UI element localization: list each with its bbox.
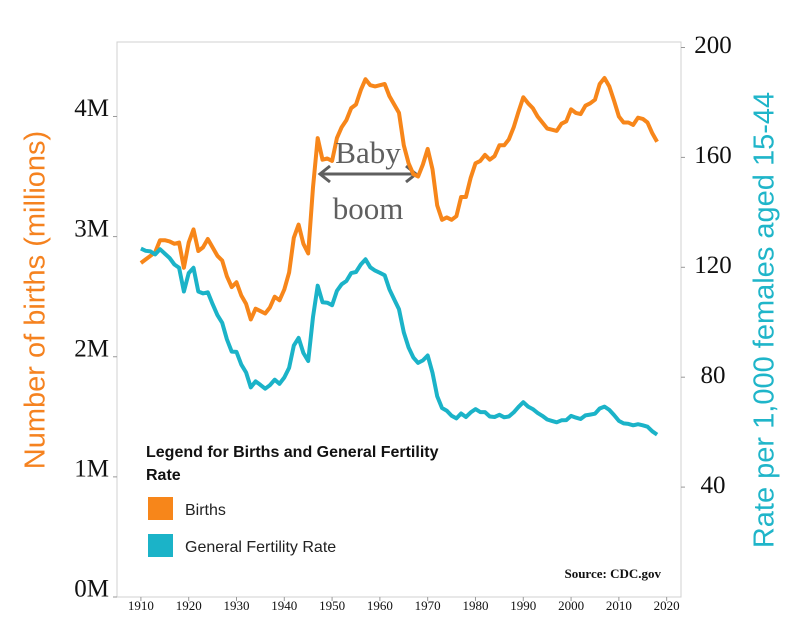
series-line (140, 246, 659, 437)
source-note: Source: CDC.gov (564, 566, 661, 581)
y2-tick-label: 200 (694, 32, 732, 59)
y-tick-label: 4M (74, 95, 109, 122)
y2-tick-label: 40 (701, 472, 726, 499)
legend-swatch (148, 497, 173, 520)
x-tick-label: 1930 (223, 598, 249, 613)
x-tick-label: 2000 (558, 598, 584, 613)
y2-axis-title: Rate per 1,000 females aged 15-44 (749, 92, 781, 548)
legend-swatch (148, 534, 173, 557)
legend-label: General Fertility Rate (185, 539, 336, 556)
legend-label: Births (185, 502, 226, 519)
y2-tick-label: 160 (694, 142, 732, 169)
x-tick-label: 1960 (367, 598, 393, 613)
x-tick-label: 1990 (510, 598, 536, 613)
y-tick-label: 2M (74, 335, 109, 362)
plot-frame (116, 41, 682, 598)
x-tick-label: 1920 (176, 598, 202, 613)
legend-title: Legend for Births and General Fertility … (146, 444, 439, 484)
annotation: Baby boom (332, 135, 404, 226)
y-tick-label: 1M (74, 456, 109, 483)
x-tick-label: 1950 (319, 598, 345, 613)
y-axis-title: Number of births (millions) (20, 131, 52, 469)
y2-tick-label: 120 (694, 252, 732, 279)
y-tick-label: 0M (74, 576, 109, 603)
series-line (139, 76, 659, 322)
x-tick-label: 1980 (462, 598, 488, 613)
x-tick-label: 2010 (606, 598, 632, 613)
y2-tick-label: 80 (701, 362, 726, 389)
x-tick-label: 1940 (271, 598, 297, 613)
x-tick-label: 1970 (415, 598, 441, 613)
y-tick-label: 3M (74, 215, 109, 242)
x-tick-label: 1910 (128, 598, 154, 613)
x-tick-label: 2020 (654, 598, 680, 613)
